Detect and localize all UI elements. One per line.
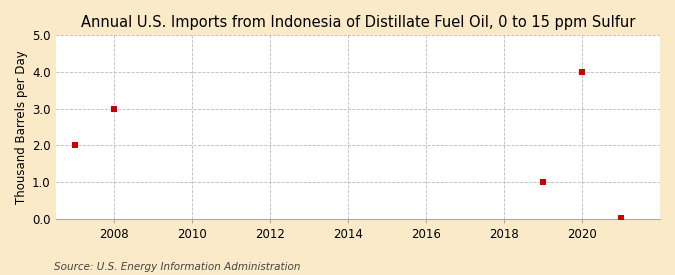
Y-axis label: Thousand Barrels per Day: Thousand Barrels per Day [15, 50, 28, 204]
Point [70, 143, 80, 148]
Point [109, 106, 119, 111]
Point [576, 70, 587, 74]
Point [537, 180, 548, 184]
Title: Annual U.S. Imports from Indonesia of Distillate Fuel Oil, 0 to 15 ppm Sulfur: Annual U.S. Imports from Indonesia of Di… [80, 15, 635, 30]
Point [616, 215, 626, 220]
Text: Source: U.S. Energy Information Administration: Source: U.S. Energy Information Administ… [54, 262, 300, 272]
